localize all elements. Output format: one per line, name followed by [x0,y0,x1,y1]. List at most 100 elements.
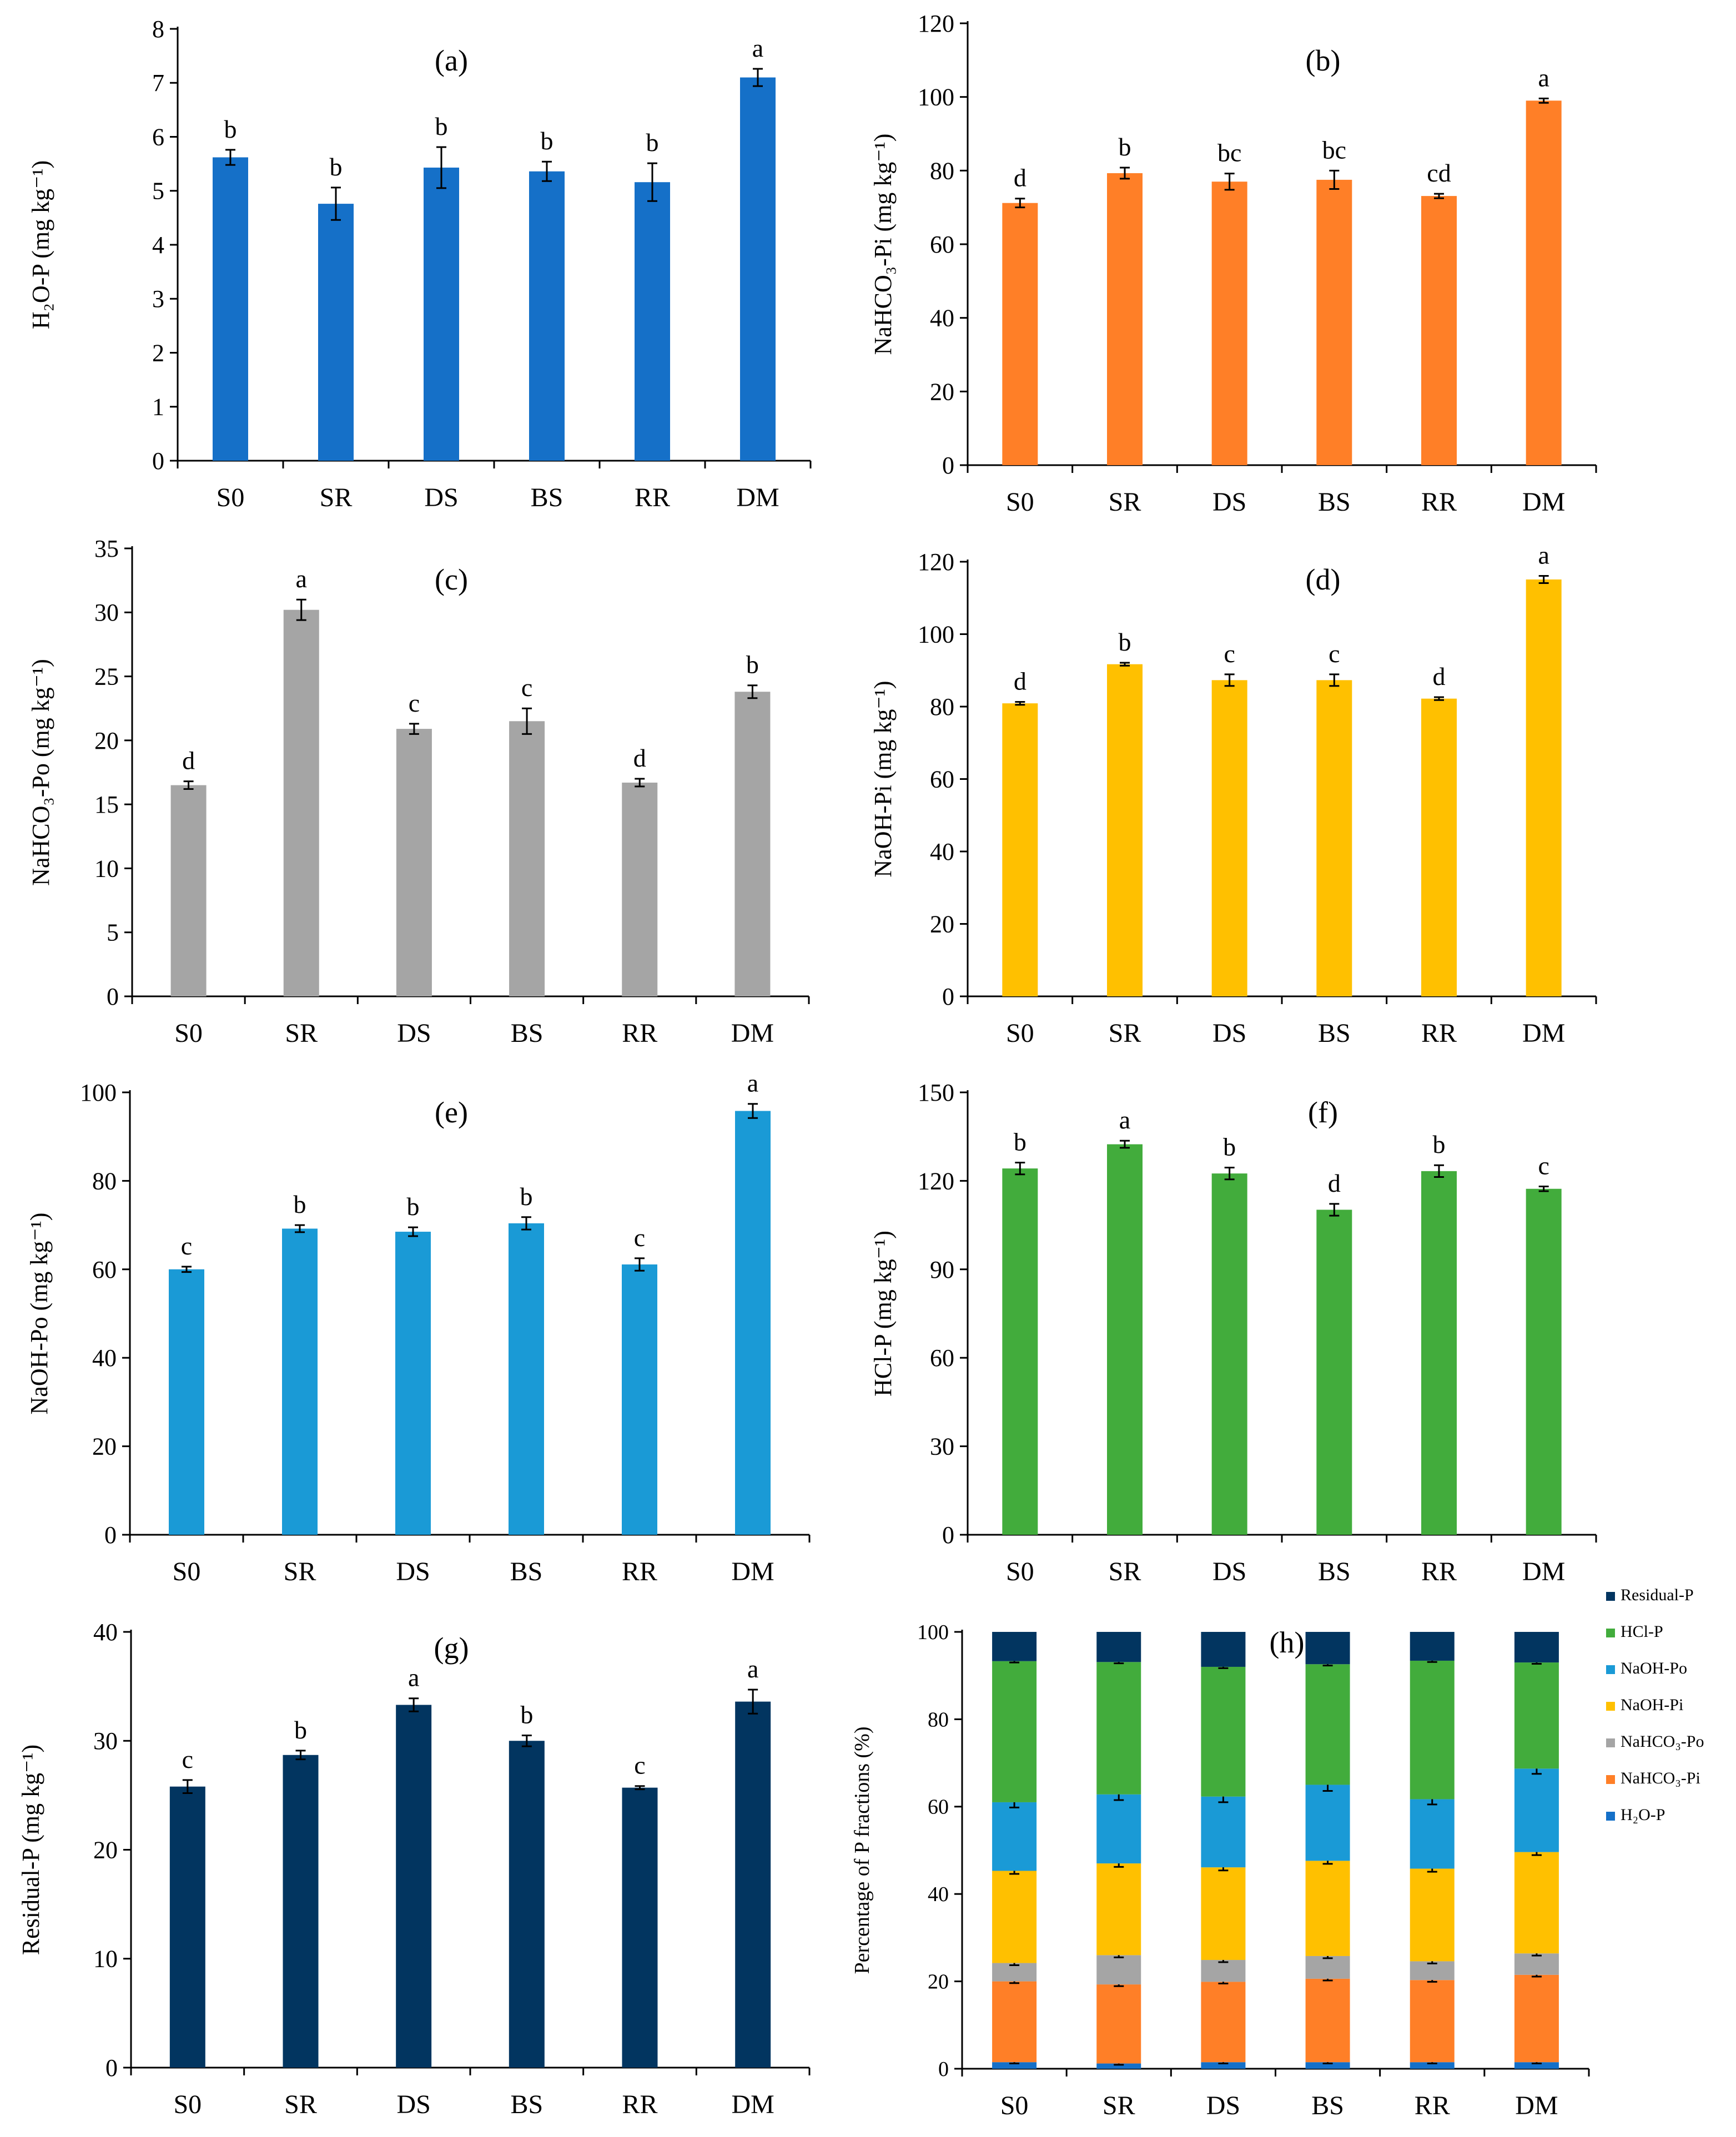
panel-label: (b) [1306,44,1341,77]
significance-letter: a [747,1069,758,1097]
legend-swatch [1606,1702,1615,1711]
y-tick-label: 100 [918,621,954,648]
x-tick-label: DM [1515,2091,1558,2120]
y-axis-title: NaOH-Po (mg kg⁻¹) [26,1213,53,1415]
significance-letter: b [520,1182,533,1211]
legend-swatch [1606,1738,1615,1747]
bar-S0 [1002,203,1038,465]
bar-RR [622,1787,658,2068]
y-tick-label: 20 [94,727,119,754]
significance-letter: b [1119,133,1131,161]
bar-SR [282,1228,318,1535]
y-tick-label: 30 [93,1727,118,1755]
bar-RR [622,782,658,996]
bar-DS [395,1232,431,1535]
y-tick-label: 0 [942,983,954,1010]
y-tick-label: 20 [93,1836,118,1863]
y-tick-label: 60 [928,1796,949,1819]
y-tick-label: 20 [930,910,954,938]
x-tick-label: DM [731,1019,774,1048]
stacked-segment-RR-2 [1410,1961,1455,1980]
bar-SR [318,204,354,461]
significance-letter: d [182,747,195,775]
y-tick-label: 20 [928,1970,949,1994]
x-tick-label: S0 [1006,1557,1034,1586]
x-tick-label: SR [1109,487,1141,517]
bar-BS [509,1223,544,1535]
stacked-segment-DM-6 [1514,1632,1559,1663]
significance-letter: b [294,1190,306,1218]
legend-swatch [1606,1665,1615,1674]
significance-letter: c [634,1751,645,1780]
bar-SR [1107,173,1143,465]
y-tick-label: 120 [918,548,954,576]
stacked-segment-DM-3 [1514,1852,1559,1954]
y-tick-label: 0 [942,452,954,479]
y-tick-label: 80 [930,693,954,720]
y-tick-label: 4 [152,231,164,259]
panel-label: (g) [434,1631,469,1665]
stacked-segment-RR-0 [1410,2062,1455,2069]
x-tick-label: RR [622,2090,657,2119]
stacked-segment-BS-0 [1305,2062,1350,2069]
significance-letter: a [1119,1106,1130,1134]
chart-panel-g: 0 10 20 30 40 S0 SR DS BS RR DM (g) Residual-P (mg k… [17,1619,811,2119]
stacked-segment-SR-5 [1096,1662,1141,1795]
y-tick-label: 40 [92,1344,117,1372]
stacked-segment-S0-3 [992,1871,1037,1963]
x-tick-label: DS [397,1019,431,1048]
stacked-segment-DS-2 [1201,1960,1246,1982]
significance-letter: b [520,1700,533,1728]
stacked-segment-RR-1 [1410,1980,1455,2063]
stacked-segment-SR-3 [1096,1863,1141,1955]
x-tick-label: RR [622,1557,657,1586]
legend-label: NaHCO₃-Pi [1621,1769,1700,1787]
significance-letter: cd [1427,159,1451,187]
x-tick-label: DS [1212,487,1246,517]
stacked-segment-SR-0 [1096,2063,1141,2069]
significance-letter: a [408,1664,419,1692]
y-tick-label: 15 [94,791,119,818]
bar-S0 [1002,1168,1038,1535]
stacked-segment-S0-4 [992,1802,1037,1871]
stacked-segment-DS-3 [1201,1867,1246,1960]
stacked-segment-RR-4 [1410,1799,1455,1869]
y-axis-title: HCl-P (mg kg⁻¹) [869,1231,897,1397]
bar-BS [1316,680,1352,996]
significance-letter: b [1223,1132,1236,1161]
y-tick-label: 10 [93,1946,118,1973]
significance-letter: c [1538,1151,1549,1180]
x-tick-label: RR [1421,487,1457,517]
y-tick-label: 7 [152,69,164,97]
x-tick-label: RR [622,1019,657,1048]
bar-S0 [1002,703,1038,996]
significance-letter: d [633,744,646,772]
y-tick-label: 1 [152,394,164,421]
stacked-segment-DM-1 [1514,1974,1559,2063]
x-tick-label: S0 [173,2090,202,2119]
chart-panel-a: 0 1 2 3 4 5 6 7 8 S0 SR DS BS RR DM (a) H₂O-P (mg kg⁻¹) b… [27,16,812,512]
stacked-segment-RR-3 [1410,1868,1455,1962]
y-tick-label: 25 [94,663,119,691]
panel-label: (h) [1270,1626,1305,1659]
legend-swatch [1606,1775,1615,1784]
stacked-segment-BS-6 [1305,1632,1350,1665]
y-tick-label: 80 [928,1708,949,1731]
significance-letter: c [1329,639,1340,668]
x-tick-label: S0 [173,1557,201,1586]
significance-letter: c [634,1223,645,1252]
stacked-segment-S0-5 [992,1661,1037,1802]
x-tick-label: DS [396,2090,430,2119]
x-tick-label: SR [1109,1019,1141,1048]
x-tick-label: S0 [1000,2091,1029,2120]
x-tick-label: DS [1206,2091,1240,2120]
significance-letter: bc [1217,139,1241,167]
x-tick-label: SR [320,483,353,512]
y-tick-label: 0 [938,2058,949,2081]
significance-letter: b [646,128,659,157]
x-tick-label: BS [531,483,563,512]
legend-swatch [1606,1592,1615,1601]
stacked-segment-BS-2 [1305,1955,1350,1979]
x-tick-label: BS [1318,1019,1351,1048]
stacked-segment-DM-0 [1514,2062,1559,2069]
